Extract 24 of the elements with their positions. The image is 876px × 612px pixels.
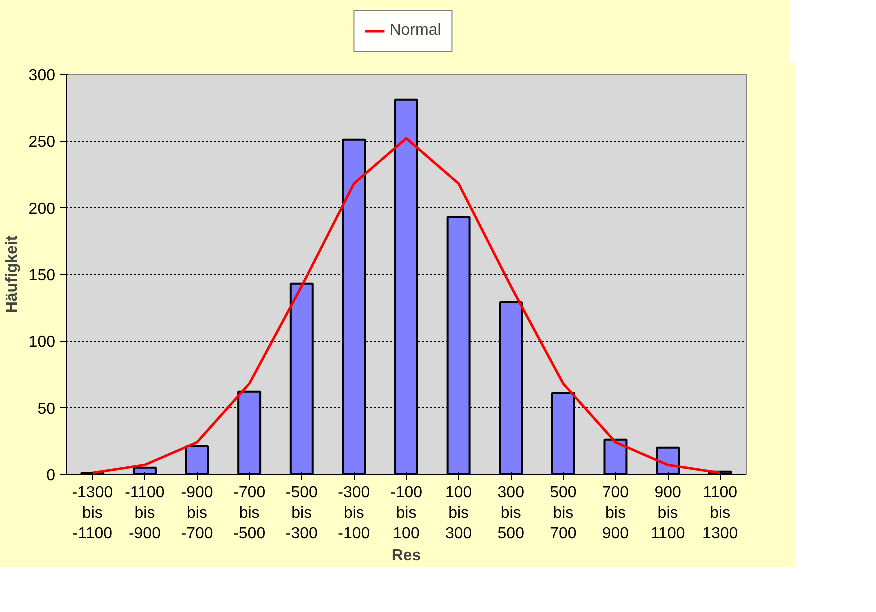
y-tick-label: 0 [46, 468, 56, 484]
y-tick-label: 100 [28, 334, 56, 352]
x-tick-label: -700 bis -500 [234, 484, 266, 542]
y-tick-label: 250 [28, 134, 56, 152]
x-tick-label: 900 bis 1100 [650, 484, 686, 542]
x-tick-label: -300 bis -100 [338, 484, 370, 542]
x-tick-label: 700 bis 900 [602, 484, 630, 542]
x-tick-label: -1100 bis -900 [125, 484, 165, 542]
x-tick-label: -500 bis -300 [286, 484, 318, 542]
y-axis-title: Häufigkeit [4, 235, 21, 314]
y-tick-label: 200 [28, 200, 56, 218]
y-tick-label: 300 [28, 68, 56, 84]
x-tick-label: 100 bis 300 [445, 484, 472, 542]
x-tick-label: 1100 bis 1300 [702, 484, 738, 542]
x-tick-label: 300 bis 500 [498, 484, 525, 542]
x-tick-label: -900 bis -700 [181, 484, 214, 542]
x-axis-title: Res [392, 547, 422, 564]
x-tick-label: -100 bis 100 [390, 484, 423, 542]
legend-label: Normal [390, 22, 442, 40]
x-tick-label: 500 bis 700 [550, 484, 577, 542]
x-tick-label: -1300 bis -1100 [72, 484, 114, 542]
y-tick-label: 150 [28, 268, 56, 284]
y-tick-label: 50 [38, 400, 56, 418]
line-series [91, 137, 722, 474]
